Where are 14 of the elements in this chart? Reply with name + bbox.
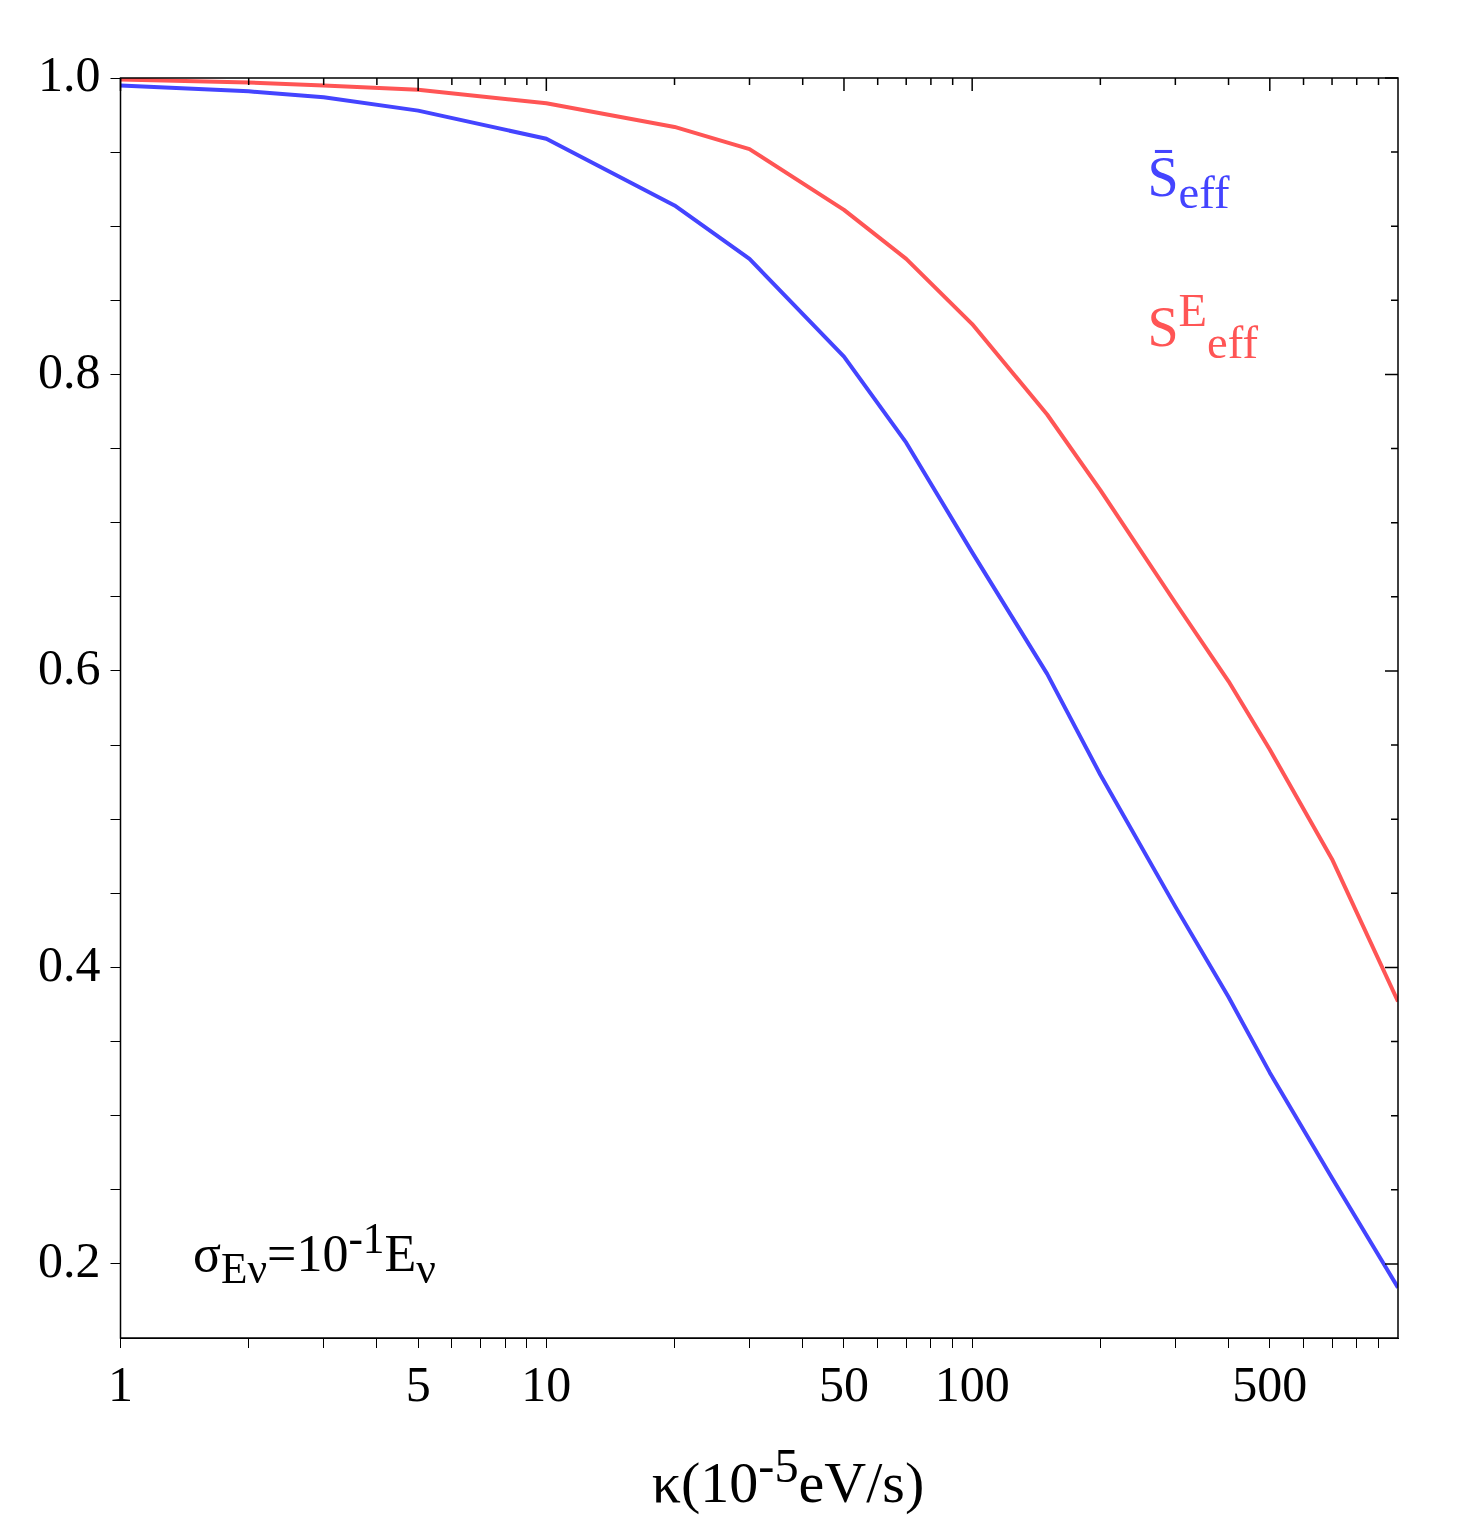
x-tick-label: 100 [934,1356,1010,1413]
annotation: σ$_{Eν}$=10$^{-1}$E$_{ν}$ [193,1213,436,1293]
y-tick-label: 0.4 [38,935,101,992]
x-tick-label: 10 [521,1356,572,1413]
x-tick-label: 5 [405,1356,431,1413]
y-tick-label: 0.2 [38,1232,101,1289]
text: S̄$_{eff}$ [1147,145,1231,221]
x-tick-label: 1 [108,1356,133,1413]
x-axis-title: κ(10$^{-5}$eV/s) [650,1438,926,1517]
y-tick-label: 1.0 [38,46,101,103]
y-tick-label: 0.8 [38,342,101,399]
x-tick-label: 500 [1232,1356,1308,1413]
y-tick-label: 0.6 [38,639,101,696]
x-tick-label: 50 [818,1356,869,1413]
